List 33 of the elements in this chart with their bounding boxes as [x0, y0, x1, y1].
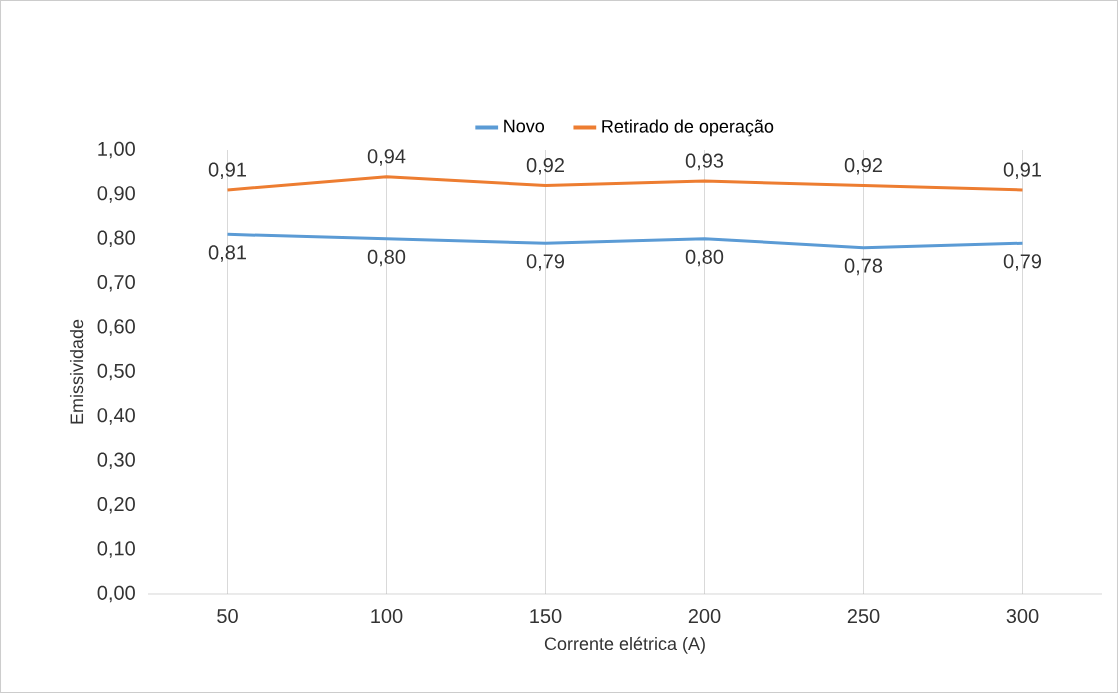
legend-label: Retirado de operação	[602, 119, 774, 137]
y-tick-label: 0,10	[97, 541, 135, 558]
data-label: 0,91	[1003, 162, 1041, 180]
y-tick-label: 0,20	[97, 496, 135, 514]
data-label: 0,94	[367, 149, 406, 166]
data-label: 0,92	[526, 158, 564, 175]
data-label: 0,92	[844, 158, 882, 175]
data-label: 0,91	[208, 162, 246, 180]
y-tick-label: 0,70	[97, 274, 135, 292]
data-label: 0,81	[208, 245, 246, 262]
data-label: 0,80	[685, 249, 724, 267]
data-label: 0,93	[685, 153, 724, 171]
y-tick-label: 0,30	[97, 452, 135, 470]
x-tick-label: 100	[371, 608, 403, 624]
data-label: 0,79	[1003, 254, 1041, 271]
y-tick-label: 0,40	[97, 408, 135, 425]
x-tick-label: 200	[688, 608, 721, 624]
y-tick-label: 0,00	[97, 585, 135, 603]
x-axis-title: Corrente elétrica (A)	[544, 636, 705, 654]
legend-label: Novo	[504, 119, 545, 133]
data-label: 0,79	[526, 254, 564, 271]
y-tick-label: 0,60	[97, 319, 135, 336]
y-tick-label: 0,90	[97, 186, 135, 203]
y-tick-label: 0,80	[97, 230, 135, 248]
data-label: 0,80	[367, 249, 406, 267]
y-tick-label: 0,50	[97, 363, 135, 381]
x-tick-label: 50	[217, 608, 238, 624]
x-tick-label: 150	[530, 608, 562, 624]
y-axis-title: Emissividade	[69, 319, 84, 424]
data-label: 0,78	[844, 258, 883, 276]
y-tick-label: 1,00	[98, 141, 135, 159]
x-tick-label: 300	[1006, 608, 1039, 624]
x-tick-label: 250	[847, 608, 880, 624]
